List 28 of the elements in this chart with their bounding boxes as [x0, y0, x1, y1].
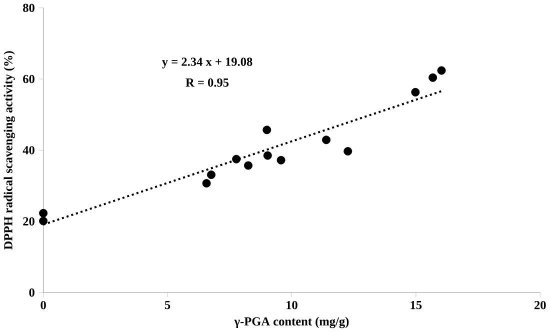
point [39, 209, 48, 218]
point [437, 66, 446, 75]
y-axis-title: DPPH radical scavenging activity (%) [4, 51, 15, 250]
x-tick-label: 0 [40, 301, 46, 310]
point [202, 179, 211, 188]
point [276, 156, 286, 164]
point [428, 73, 438, 82]
x-tick-label: 10 [286, 301, 298, 310]
point [263, 151, 272, 160]
point [232, 154, 241, 164]
annotation: y = 2.34 x + 19.08 [162, 58, 252, 68]
y-tick-label: 40 [22, 146, 34, 154]
x-tick-label: 20 [534, 301, 546, 310]
point [207, 170, 216, 180]
point [344, 147, 352, 156]
x-tick-label: 5 [164, 301, 170, 310]
point [39, 216, 48, 226]
annotation: R = 0.95 [186, 78, 229, 87]
point [244, 161, 253, 170]
y-tick-label: 0 [29, 288, 34, 297]
y-tick-label: 60 [23, 74, 34, 84]
y-tick-label: 20 [23, 217, 34, 226]
point [411, 88, 420, 97]
x-axis-title: γ-PGA content (mg/g) [234, 316, 349, 328]
point [262, 126, 272, 134]
x-tick-label: 15 [410, 301, 422, 310]
point [322, 136, 330, 144]
y-tick-label: 80 [23, 4, 34, 12]
